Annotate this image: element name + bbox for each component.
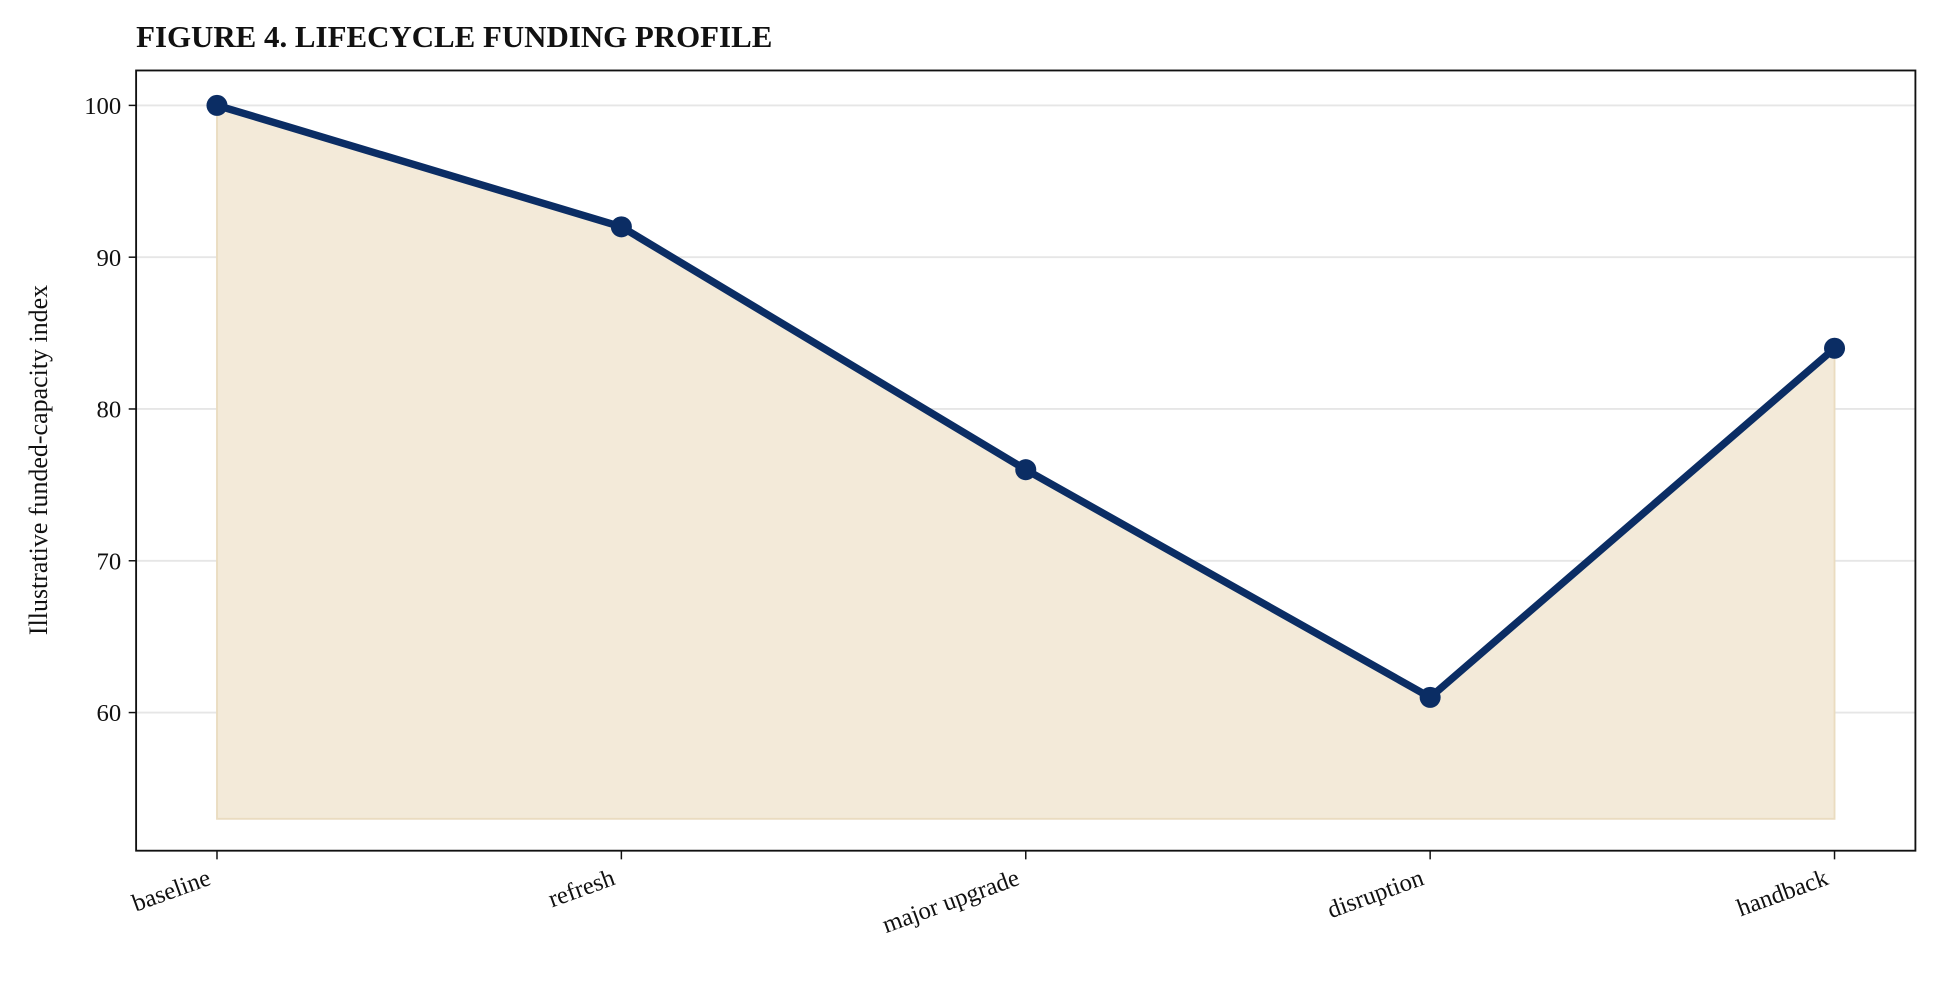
y-tick-label: 70 bbox=[97, 548, 122, 575]
y-tick-label: 90 bbox=[97, 245, 122, 272]
y-tick-label: 60 bbox=[97, 700, 122, 727]
x-tick-label: disruption bbox=[1324, 864, 1427, 924]
point bbox=[610, 216, 632, 238]
point bbox=[206, 94, 228, 116]
x-tick-label: major upgrade bbox=[879, 864, 1023, 938]
x-tick-label: refresh bbox=[545, 864, 619, 913]
y-tick-label: 80 bbox=[97, 397, 122, 424]
point bbox=[1419, 686, 1441, 708]
y-tick-label: 100 bbox=[84, 93, 121, 120]
point bbox=[1824, 337, 1846, 359]
x-tick-label: handback bbox=[1733, 864, 1832, 922]
plot-frame bbox=[135, 69, 1917, 852]
chart-title: FIGURE 4. LIFECYCLE FUNDING PROFILE bbox=[136, 19, 772, 54]
point bbox=[1015, 459, 1037, 481]
x-tick-label: baseline bbox=[129, 864, 214, 917]
y-axis-label: Illustrative funded-capacity index bbox=[24, 285, 53, 635]
